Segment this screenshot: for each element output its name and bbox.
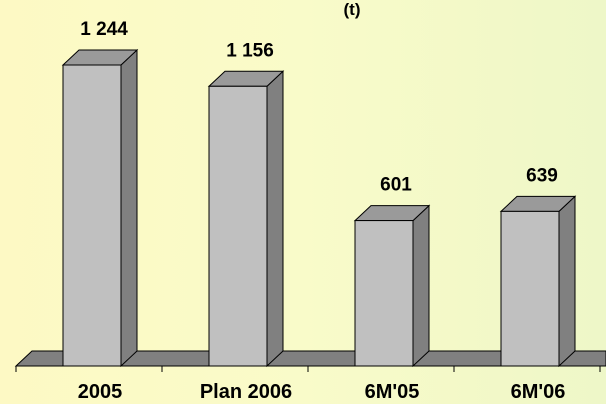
x-tick-label: 6M'06 — [511, 381, 566, 403]
x-tick-label: 6M'05 — [365, 381, 420, 403]
x-tick-label: 2005 — [78, 381, 123, 403]
bar-front — [208, 85, 268, 367]
bar-side — [412, 204, 430, 368]
bar-front — [500, 210, 560, 367]
unit-label: (t) — [344, 0, 361, 19]
bar — [499, 195, 577, 368]
bar — [353, 204, 431, 368]
data-label: 1 244 — [80, 19, 128, 40]
data-label: 639 — [526, 165, 558, 186]
bar-side — [120, 48, 138, 368]
bar-front — [62, 64, 122, 367]
bar-side — [266, 70, 284, 368]
x-tick-label: Plan 2006 — [200, 381, 292, 403]
bar — [61, 48, 139, 368]
bar-front — [354, 220, 414, 367]
bar-side — [558, 195, 576, 368]
data-label: 1 156 — [226, 40, 274, 61]
data-label: 601 — [380, 175, 412, 196]
bar — [207, 70, 285, 368]
